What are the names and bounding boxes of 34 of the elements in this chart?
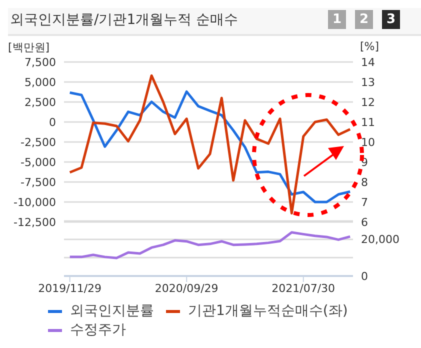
y2-tick-label: 14 xyxy=(361,56,375,69)
y2-tick-label: 20,000 xyxy=(361,233,400,246)
legend-label: 기관1개월누적순매수(좌) xyxy=(188,302,348,321)
y2-tick-label: 7 xyxy=(361,196,368,209)
y2-tick-label: 6 xyxy=(361,216,368,229)
legend-label: 외국인지분률 xyxy=(70,302,154,321)
y2-axis-title: [%] xyxy=(360,40,380,53)
text: 2 xyxy=(355,10,373,29)
x-tick-label: 2021/07/30 xyxy=(272,282,336,295)
y-tick-label: -2,500 xyxy=(20,136,56,149)
line-series xyxy=(68,90,352,204)
y-tick-label: 2,500 xyxy=(24,96,56,109)
legend-label: 수정주가 xyxy=(70,321,126,340)
y-tick-label: 0 xyxy=(49,116,56,129)
y-tick-label: -5,000 xyxy=(20,156,56,169)
y-tick-label: 5,000 xyxy=(24,76,56,89)
chart-title: 외국인지분률/기관1개월누적 순매수 xyxy=(10,11,238,29)
y-tick-label: -10,000 xyxy=(14,196,56,209)
y2-tick-label: 13 xyxy=(361,76,375,89)
line-series xyxy=(68,231,352,260)
text: 3 xyxy=(382,10,400,29)
text: 1 xyxy=(328,10,346,29)
y2-tick-label: 8 xyxy=(361,176,368,189)
y-axis-title: [백만원] xyxy=(8,40,50,55)
y2-tick-label: 12 xyxy=(361,96,375,109)
y2-tick-label: 0 xyxy=(361,270,368,283)
y-tick-label: -7,500 xyxy=(20,176,56,189)
x-tick-label: 2019/11/29 xyxy=(38,282,102,295)
y-tick-label: -12,500 xyxy=(14,216,56,229)
y2-tick-label: 11 xyxy=(361,116,375,129)
x-tick-label: 2020/09/29 xyxy=(154,282,218,295)
line-series xyxy=(68,74,352,214)
y-tick-label: 7,500 xyxy=(24,56,56,69)
y2-tick-label: 10 xyxy=(361,136,375,149)
